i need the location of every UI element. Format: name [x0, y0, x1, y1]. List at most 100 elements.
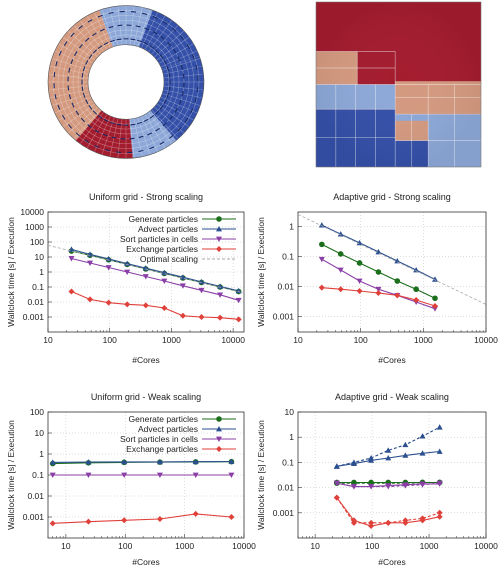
- legend-marker: [216, 226, 222, 232]
- particle-arrow: [92, 49, 98, 54]
- point-generate: [375, 269, 382, 275]
- point-advect: [385, 447, 392, 453]
- plot-frame: [47, 211, 245, 333]
- particle-arrow: [88, 104, 93, 110]
- point-advect: [385, 454, 392, 461]
- y-tick-label: 1: [39, 267, 44, 277]
- particle-arrow: [143, 118, 149, 123]
- mesh-spoke: [137, 9, 151, 47]
- particle-arrow: [92, 32, 97, 37]
- particle-arrow: [109, 121, 115, 125]
- particle-arrow: [61, 114, 66, 120]
- plot-frame: [297, 411, 487, 539]
- particle-arrow: [82, 92, 86, 98]
- x-tick-label: 100: [118, 541, 132, 551]
- series-line-advect: [71, 248, 239, 292]
- particle-arrow: [167, 41, 172, 47]
- y-tick-label: 100: [30, 237, 44, 247]
- point-advect: [49, 459, 56, 465]
- series-line-exchange: [52, 513, 232, 524]
- x-tick-label: 10000: [232, 541, 256, 551]
- particle-arrow: [149, 45, 155, 50]
- mesh-spoke: [137, 117, 151, 155]
- point-advect: [402, 441, 409, 448]
- particle-arrow: [154, 110, 160, 115]
- particle-arrow: [177, 126, 182, 132]
- point-advect: [156, 458, 163, 465]
- particle-arrow: [82, 66, 86, 72]
- point-exchange: [413, 296, 420, 303]
- point-exchange: [156, 516, 163, 523]
- point-advect: [85, 459, 92, 465]
- point-sort: [375, 286, 382, 293]
- particle-arrow: [104, 148, 110, 152]
- point-sort: [179, 283, 186, 289]
- particle-arrow: [160, 35, 165, 40]
- point-exchange: [394, 292, 401, 299]
- x-tick-label: 1000: [414, 335, 433, 345]
- mesh-spoke: [109, 7, 119, 46]
- particle-arrow: [115, 151, 122, 153]
- chart-title: Uniform grid - Strong scaling: [89, 192, 203, 202]
- particle-arrow: [109, 39, 115, 43]
- particle-arrow: [78, 25, 83, 30]
- point-sort: [121, 472, 128, 478]
- particle-arrow: [166, 92, 170, 98]
- chart-uniform-weak: Uniform grid - Weak scaling #Cores Wallclo…: [6, 392, 256, 567]
- mesh-spoke: [144, 114, 166, 149]
- chart-title: Adaptive grid - Weak scaling: [335, 392, 449, 402]
- mesh-spoke: [67, 30, 98, 58]
- particle-arrow: [135, 25, 141, 28]
- series-line-sort: [71, 257, 239, 301]
- mesh-spoke: [154, 106, 185, 134]
- series-line-advect: [52, 460, 232, 463]
- point-exchange: [419, 517, 426, 524]
- point-sort: [142, 274, 149, 280]
- x-tick-label: 10000: [221, 335, 245, 345]
- particle-arrow: [84, 139, 90, 143]
- particle-arrow: [102, 133, 108, 137]
- particle-arrow: [130, 11, 137, 13]
- point-exchange: [368, 519, 375, 526]
- chart-title: Uniform grid - Weak scaling: [91, 392, 201, 402]
- legend-label: Advect particles: [138, 224, 198, 234]
- y-tick-label: 0.01: [27, 491, 44, 501]
- particle-arrow: [116, 123, 122, 126]
- particle-arrow: [94, 129, 100, 133]
- point-exchange: [333, 494, 340, 501]
- particle-arrow: [144, 27, 150, 31]
- particle-arrow: [163, 59, 167, 65]
- mesh-ring: [62, 19, 190, 145]
- particle-arrow: [81, 86, 84, 92]
- particle-arrow: [87, 124, 92, 129]
- particle-arrow: [137, 39, 143, 43]
- particle-arrow: [108, 11, 114, 15]
- particle-arrow: [78, 43, 83, 49]
- particle-arrow: [186, 44, 191, 50]
- chart-adaptive-strong: Adaptive grid - Strong scaling #Cores Wall…: [256, 192, 498, 365]
- particle-arrow: [70, 59, 74, 65]
- particle-arrow: [172, 48, 177, 54]
- particle-arrow: [129, 137, 135, 140]
- y-tick-label: 0.01: [277, 483, 294, 493]
- point-advect: [192, 458, 199, 465]
- x-tick-label: 10: [293, 335, 303, 345]
- mesh-spoke: [163, 65, 203, 75]
- point-generate: [413, 286, 419, 293]
- series-line-exchange: [71, 290, 239, 320]
- point-generate: [319, 241, 325, 248]
- mesh-spoke: [101, 9, 115, 47]
- particle-arrow: [130, 38, 136, 41]
- point-sort: [228, 472, 235, 478]
- y-tick-label: 1000: [25, 222, 44, 232]
- particle-arrow: [154, 49, 160, 54]
- chart-uniform-strong: Uniform grid - Strong scaling #Cores Wallc…: [6, 192, 245, 365]
- point-sort: [161, 278, 168, 285]
- particle-arrow: [149, 146, 155, 150]
- point-advect: [337, 231, 344, 237]
- mesh-spoke: [148, 19, 173, 53]
- point-generate: [356, 260, 363, 266]
- legend-marker: [216, 236, 222, 242]
- point-advect: [198, 278, 205, 285]
